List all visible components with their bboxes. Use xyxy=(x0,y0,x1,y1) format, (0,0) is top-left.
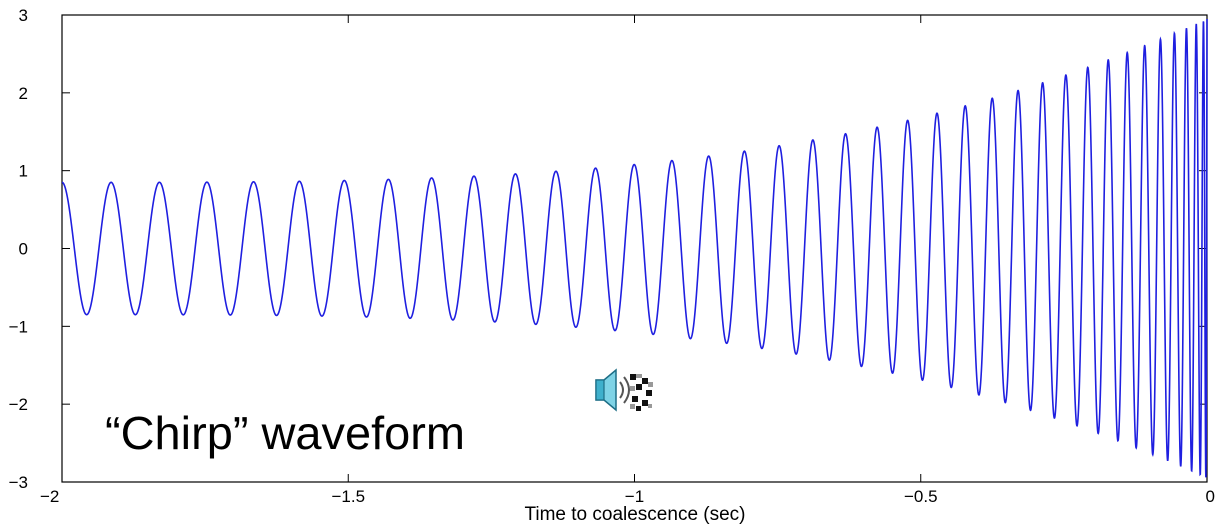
x-tick-label: 0 xyxy=(1206,487,1215,506)
y-tick-label: 2 xyxy=(19,84,28,103)
y-tick-label: 3 xyxy=(19,6,28,25)
x-tick-label: −2 xyxy=(40,487,59,506)
axis-tick-labels: −2 −1.5 −1 −0.5 0 −3 −2 −1 0 1 2 3 xyxy=(9,6,1215,506)
chirp-waveform-annotation: “Chirp” waveform xyxy=(105,407,465,459)
x-tick-label: −1.5 xyxy=(331,487,365,506)
speaker-icon[interactable] xyxy=(595,368,653,412)
y-tick-label: −3 xyxy=(9,473,28,492)
y-tick-label: 1 xyxy=(19,162,28,181)
y-tick-label: −1 xyxy=(9,317,28,336)
chirp-waveform-line xyxy=(61,18,1208,478)
y-tick-label: 0 xyxy=(19,240,28,259)
x-axis-label: Time to coalescence (sec) xyxy=(524,504,745,525)
x-tick-label: −0.5 xyxy=(904,487,938,506)
x-tick-label: −1 xyxy=(625,487,644,506)
y-tick-label: −2 xyxy=(9,395,28,414)
